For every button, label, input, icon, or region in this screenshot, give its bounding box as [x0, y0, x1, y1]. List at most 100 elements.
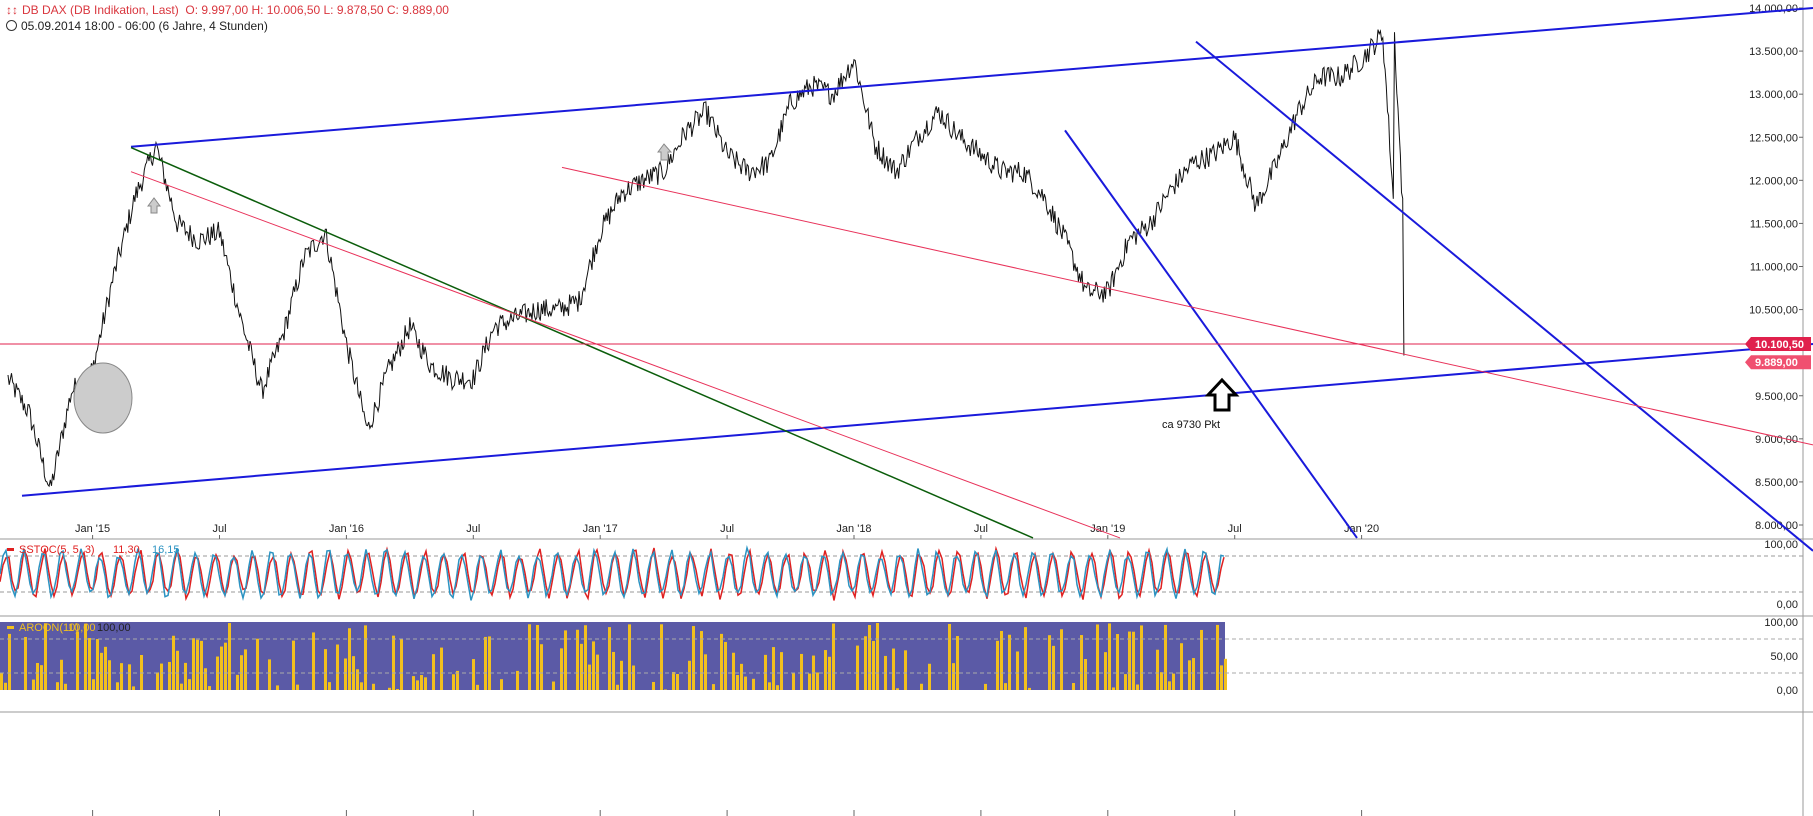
y-tick-label: 11.500,00: [1750, 218, 1798, 230]
stoch-y-tick-label: 100,00: [1764, 539, 1798, 551]
aroon-up-bar: [540, 644, 543, 690]
aroon-up-bar: [920, 683, 923, 690]
aroon-up-bar: [764, 654, 767, 690]
aroon-up-bar: [780, 652, 783, 690]
aroon-up-bar: [580, 643, 583, 690]
aroon-up-bar: [276, 685, 279, 690]
aroon-up-bar: [792, 672, 795, 690]
aroon-y-tick-label: 100,00: [1764, 617, 1798, 629]
aroon-up-bar: [984, 683, 987, 690]
aroon-up-bar: [456, 670, 459, 690]
stoch-k-line: [0, 545, 1225, 601]
channel-upper-trendline: [130, 7, 1813, 148]
aroon-up-bar: [1028, 687, 1031, 690]
aroon-up-bar: [236, 674, 239, 690]
x-tick-label: Jul: [974, 523, 988, 535]
aroon-up-bar: [724, 641, 727, 690]
aroon-up-bar: [996, 640, 999, 690]
hline-price-tag: [1745, 337, 1811, 352]
down-trendline-red-lower: [130, 171, 1121, 539]
aroon-up-bar: [1112, 687, 1115, 690]
stoch-y-tick-label: 0,00: [1777, 599, 1798, 611]
aroon-up-bar: [672, 671, 675, 690]
aroon-up-bar: [516, 670, 519, 690]
aroon-up-bar: [116, 682, 119, 690]
aroon-up-bar: [204, 668, 207, 690]
aroon-up-bar: [772, 647, 775, 690]
aroon-up-bar: [160, 663, 163, 690]
aroon-up-bar: [664, 689, 667, 690]
aroon-up-bar: [1164, 624, 1167, 690]
aroon-up-bar: [176, 650, 179, 690]
aroon-up-bar: [172, 635, 175, 690]
down-trendline-outer: [1195, 40, 1813, 552]
y-tick-label: 9.000,00: [1755, 434, 1798, 446]
aroon-up-bar: [416, 680, 419, 690]
aroon-up-bar: [84, 623, 87, 690]
aroon-up-bar: [8, 633, 11, 690]
chart-header-line2: 05.09.2014 18:00 - 06:00 (6 Jahre, 4 Stu…: [6, 19, 268, 33]
aroon-up-bar: [432, 654, 435, 690]
aroon-up-bar: [372, 683, 375, 690]
aroon-up-bar: [132, 686, 135, 690]
aroon-up-bar: [168, 661, 171, 690]
up-arrow-icon: [1204, 377, 1240, 412]
aroon-up-bar: [952, 663, 955, 690]
aroon-value-down: 100,00: [97, 622, 131, 634]
aroon-up-bar: [768, 682, 771, 690]
y-tick-label: 13.000,00: [1749, 89, 1798, 101]
y-tick-label: 13.500,00: [1749, 46, 1798, 58]
aroon-up-bar: [36, 663, 39, 690]
aroon-up-bar: [1128, 631, 1131, 690]
stoch-value-d: 11,30: [113, 544, 140, 556]
aroon-up-bar: [808, 673, 811, 690]
aroon-up-bar: [948, 623, 951, 690]
aroon-up-bar: [388, 687, 391, 690]
aroon-up-bar: [324, 649, 327, 690]
aroon-up-bar: [396, 689, 399, 690]
aroon-up-bar: [192, 638, 195, 690]
aroon-up-bar: [296, 684, 299, 690]
aroon-y-tick-label: 0,00: [1777, 685, 1798, 697]
aroon-up-bar: [692, 626, 695, 690]
highlight-ellipse: [73, 362, 133, 434]
aroon-up-bar: [364, 625, 367, 690]
x-tick-label: Jul: [1228, 523, 1242, 535]
x-tick-label: Jul: [466, 523, 480, 535]
aroon-up-bar: [660, 624, 663, 690]
aroon-up-bar: [1004, 683, 1007, 690]
aroon-up-bar: [92, 679, 95, 690]
aroon-up-bar: [1024, 627, 1027, 690]
aroon-up-bar: [1000, 631, 1003, 690]
aroon-up-bar: [1008, 634, 1011, 690]
annotation-label: ca 9730 Pkt: [1162, 419, 1220, 431]
aroon-up-bar: [872, 640, 875, 690]
aroon-up-bar: [120, 663, 123, 690]
aroon-up-bar: [904, 650, 907, 690]
aroon-up-bar: [1192, 658, 1195, 690]
price-line: [7, 29, 1405, 488]
aroon-up-bar: [40, 665, 43, 690]
y-tick-label: 9.500,00: [1755, 391, 1798, 403]
aroon-up-bar: [736, 675, 739, 690]
aroon-up-bar: [1084, 659, 1087, 690]
aroon-up-bar: [500, 679, 503, 690]
aroon-up-bar: [1124, 674, 1127, 690]
aroon-up-bar: [356, 669, 359, 690]
aroon-up-bar: [4, 682, 7, 690]
last-price-label: 9.889,00: [1755, 357, 1798, 369]
aroon-up-bar: [88, 638, 91, 690]
aroon-up-bar: [1224, 658, 1227, 690]
aroon-up-bar: [96, 639, 99, 690]
aroon-up-bar: [1136, 684, 1139, 690]
aroon-up-bar: [400, 638, 403, 690]
aroon-up-bar: [776, 685, 779, 690]
aroon-up-bar: [1168, 681, 1171, 690]
aroon-up-bar: [220, 646, 223, 690]
aroon-up-bar: [452, 674, 455, 690]
clock-icon: [6, 20, 17, 31]
x-tick-label: Jan '20: [1344, 523, 1379, 535]
aroon-up-bar: [732, 652, 735, 690]
x-tick-label: Jan '19: [1090, 523, 1125, 535]
